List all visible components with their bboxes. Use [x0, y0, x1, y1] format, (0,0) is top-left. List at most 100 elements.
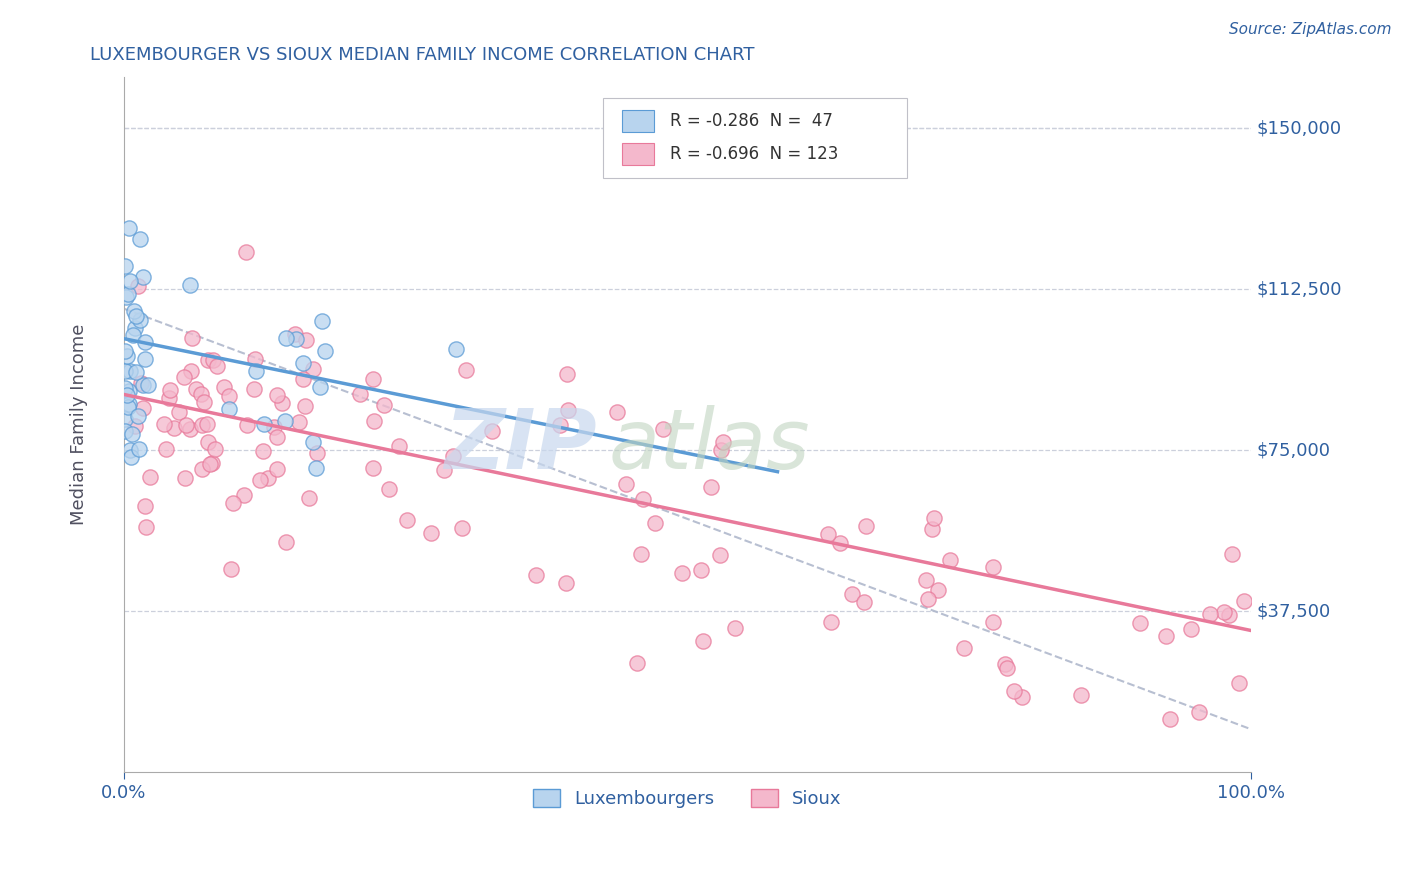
Point — [117, 400, 139, 414]
Text: $150,000: $150,000 — [1257, 120, 1341, 137]
Point — [1212, 605, 1234, 619]
Point — [117, 388, 139, 402]
Point — [361, 372, 384, 386]
FancyBboxPatch shape — [621, 144, 654, 165]
Point — [311, 314, 333, 328]
Text: R = -0.696  N = 123: R = -0.696 N = 123 — [671, 145, 839, 163]
Point — [127, 279, 149, 293]
Point — [1218, 607, 1240, 622]
Point — [291, 356, 314, 370]
Point — [197, 434, 219, 449]
FancyBboxPatch shape — [621, 110, 654, 132]
Point — [114, 260, 136, 274]
Point — [287, 415, 309, 429]
Point — [378, 482, 401, 496]
Point — [127, 409, 149, 424]
Point — [118, 274, 141, 288]
Point — [124, 321, 146, 335]
Point — [167, 405, 190, 419]
Point — [1156, 629, 1178, 643]
Point — [157, 391, 180, 405]
Text: $75,000: $75,000 — [1257, 442, 1330, 459]
Point — [301, 362, 323, 376]
Point — [191, 418, 214, 433]
Point — [921, 522, 943, 536]
Point — [671, 566, 693, 581]
Point — [198, 457, 221, 471]
Point — [128, 442, 150, 457]
Point — [1227, 676, 1250, 690]
Point — [121, 426, 143, 441]
Point — [193, 394, 215, 409]
Point — [129, 312, 152, 326]
Point — [174, 417, 197, 432]
Point — [179, 422, 201, 436]
Point — [124, 419, 146, 434]
Point — [114, 412, 136, 426]
Point — [1002, 684, 1025, 698]
Point — [420, 525, 443, 540]
Point — [651, 422, 673, 436]
Point — [644, 516, 666, 530]
Point — [454, 363, 477, 377]
Point — [373, 398, 395, 412]
Point — [115, 349, 138, 363]
Point — [994, 657, 1017, 671]
Point — [1188, 705, 1211, 719]
Point — [201, 456, 224, 470]
Point — [981, 615, 1004, 630]
Point — [120, 450, 142, 465]
Point — [159, 383, 181, 397]
Point — [174, 471, 197, 485]
Point — [952, 640, 974, 655]
Point — [173, 370, 195, 384]
Point — [276, 331, 298, 345]
Point — [242, 382, 264, 396]
Point — [690, 563, 713, 577]
Point — [555, 367, 578, 381]
Point — [285, 332, 308, 346]
Point — [1159, 712, 1181, 726]
Point — [922, 510, 945, 524]
Point — [118, 442, 141, 457]
Point — [692, 634, 714, 648]
Point — [136, 378, 159, 392]
Point — [395, 512, 418, 526]
Point — [524, 568, 547, 582]
Legend: Luxembourgers, Sioux: Luxembourgers, Sioux — [526, 781, 849, 815]
Text: R = -0.286  N =  47: R = -0.286 N = 47 — [671, 112, 834, 129]
Point — [1070, 688, 1092, 702]
Point — [631, 492, 654, 507]
Point — [830, 536, 852, 550]
Point — [155, 442, 177, 457]
Point — [557, 403, 579, 417]
Point — [981, 560, 1004, 574]
Text: ZIP: ZIP — [444, 405, 598, 486]
Point — [841, 587, 863, 601]
Point — [218, 389, 240, 403]
Point — [1198, 607, 1220, 621]
Point — [233, 488, 256, 502]
Point — [219, 562, 242, 576]
Point — [709, 548, 731, 562]
Point — [917, 592, 939, 607]
Point — [307, 446, 329, 460]
Point — [153, 417, 176, 431]
Point — [314, 344, 336, 359]
Text: atlas: atlas — [609, 405, 810, 486]
Point — [162, 420, 184, 434]
Point — [274, 535, 297, 549]
Point — [118, 397, 141, 411]
Point — [214, 379, 236, 393]
Point — [710, 443, 733, 458]
Point — [820, 615, 842, 629]
Point — [302, 434, 325, 449]
Point — [555, 576, 578, 591]
Point — [132, 378, 155, 392]
Point — [271, 396, 294, 410]
Point — [915, 573, 938, 587]
Point — [180, 330, 202, 344]
Point — [118, 364, 141, 378]
Point — [256, 471, 278, 485]
Point — [134, 352, 156, 367]
